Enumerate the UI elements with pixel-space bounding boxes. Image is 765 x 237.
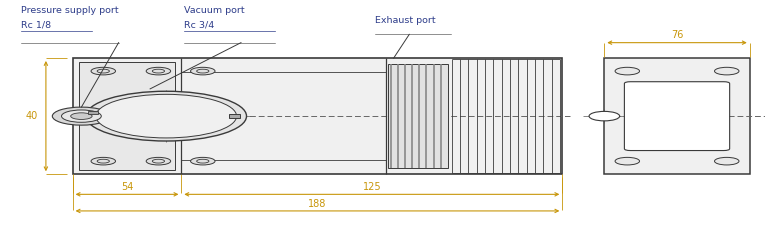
Bar <box>229 114 239 118</box>
Text: Rc 3/4: Rc 3/4 <box>184 21 214 30</box>
Text: 40: 40 <box>26 111 38 121</box>
Circle shape <box>86 91 246 141</box>
Text: Pressure supply port: Pressure supply port <box>21 6 119 15</box>
FancyBboxPatch shape <box>624 82 730 150</box>
Circle shape <box>61 110 101 122</box>
Circle shape <box>96 94 236 138</box>
Text: 188: 188 <box>308 199 327 209</box>
Text: Rc 1/8: Rc 1/8 <box>21 21 51 30</box>
Text: Exhaust port: Exhaust port <box>375 16 435 25</box>
Circle shape <box>91 157 116 165</box>
Circle shape <box>715 157 739 165</box>
Circle shape <box>146 67 171 75</box>
Circle shape <box>91 67 116 75</box>
Text: 125: 125 <box>363 182 381 192</box>
Text: 54: 54 <box>121 182 133 192</box>
Bar <box>604 58 750 174</box>
Circle shape <box>615 157 640 165</box>
Bar <box>79 62 175 170</box>
Bar <box>73 58 562 174</box>
Text: Vacuum port: Vacuum port <box>184 6 244 15</box>
Circle shape <box>190 67 215 75</box>
Bar <box>388 64 448 168</box>
Text: 76: 76 <box>671 30 683 40</box>
Circle shape <box>589 111 620 121</box>
Circle shape <box>615 67 640 75</box>
Circle shape <box>52 107 110 125</box>
Circle shape <box>190 157 215 165</box>
Circle shape <box>146 157 171 165</box>
Bar <box>88 111 98 114</box>
Circle shape <box>715 67 739 75</box>
Circle shape <box>70 113 92 119</box>
